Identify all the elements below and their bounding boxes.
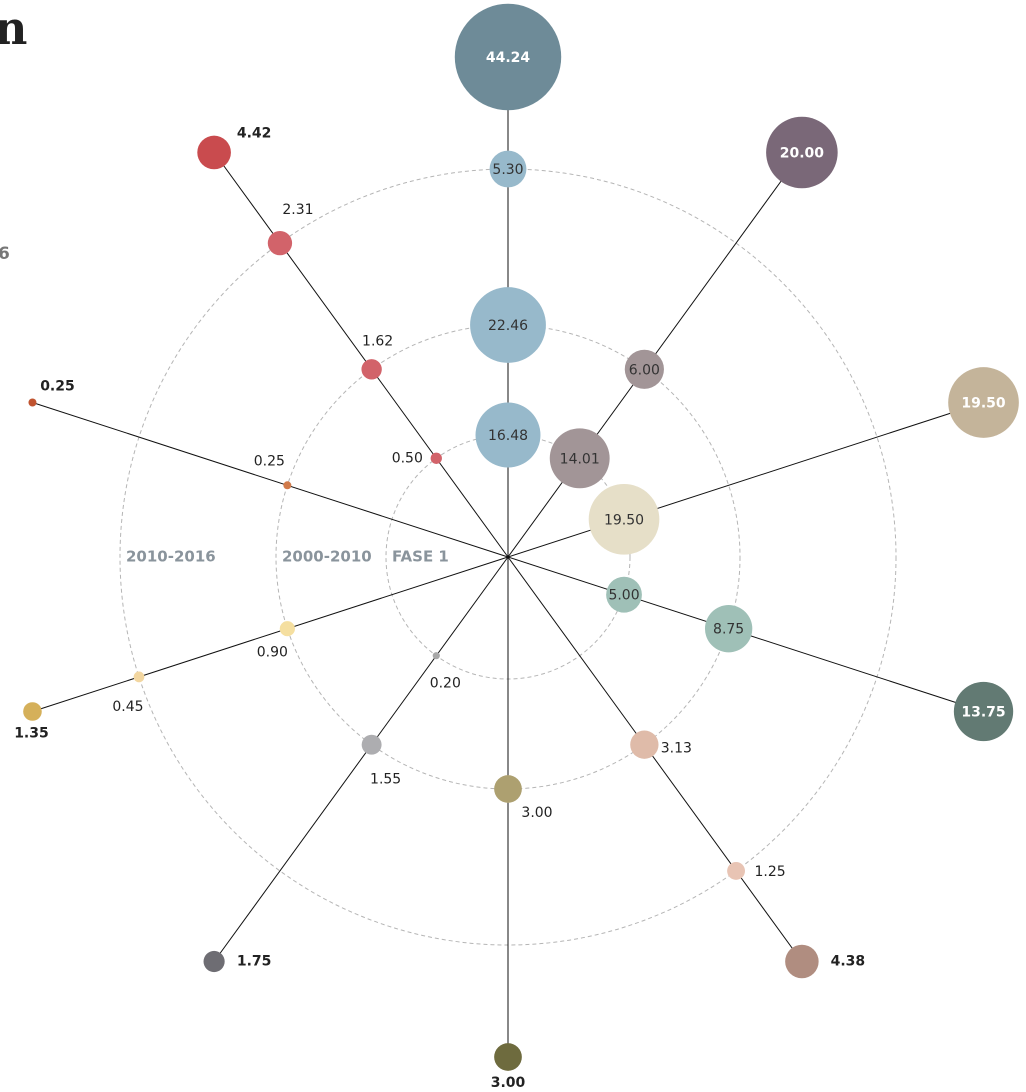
bubble xyxy=(470,287,546,363)
value-label: 3.00 xyxy=(521,805,552,821)
bubble xyxy=(624,349,664,389)
value-label: 19.50 xyxy=(604,512,644,528)
bubble xyxy=(279,621,295,637)
value-label: 1.62 xyxy=(362,333,393,349)
bubble xyxy=(133,671,145,683)
bubble xyxy=(361,734,382,755)
value-label: 3.13 xyxy=(661,741,692,757)
bubble xyxy=(606,576,642,613)
spoke xyxy=(213,556,509,962)
bubble xyxy=(948,367,1019,438)
value-label: 0.25 xyxy=(254,453,285,469)
value-label: 0.45 xyxy=(112,699,143,715)
bubble xyxy=(766,116,838,189)
value-label: 4.38 xyxy=(831,954,866,970)
value-label: 5.00 xyxy=(608,588,639,604)
value-label: 19.50 xyxy=(961,395,1006,411)
bubble xyxy=(203,950,225,973)
spoke xyxy=(32,556,509,712)
value-label: 13.75 xyxy=(961,705,1005,721)
value-label: 4.42 xyxy=(237,125,272,141)
title-fragment: n xyxy=(0,1,27,55)
bubble xyxy=(785,944,819,979)
bubble xyxy=(430,452,442,464)
bubble xyxy=(630,730,659,759)
value-label: 0.50 xyxy=(392,450,423,466)
value-label: 14.01 xyxy=(560,451,600,467)
bubble xyxy=(489,150,527,188)
spoke xyxy=(213,152,509,558)
value-label: 22.46 xyxy=(488,318,528,334)
value-label: 0.90 xyxy=(257,645,288,661)
value-label: 8.75 xyxy=(713,622,744,638)
bubble xyxy=(475,402,541,468)
value-label: 5.30 xyxy=(492,162,523,178)
bubble xyxy=(197,135,231,170)
value-label: 3.00 xyxy=(491,1075,526,1091)
value-label: 16.48 xyxy=(488,428,528,444)
value-label: 0.25 xyxy=(40,378,75,394)
spoke xyxy=(507,556,803,962)
value-label: 2.31 xyxy=(282,202,313,218)
value-label: 1.35 xyxy=(14,726,49,742)
bubble xyxy=(494,1043,522,1071)
spoke xyxy=(507,402,984,558)
bubble xyxy=(283,481,292,490)
bubble xyxy=(494,775,522,803)
spoke xyxy=(32,402,509,558)
bubble xyxy=(432,652,440,660)
bubble xyxy=(588,483,660,555)
bubble xyxy=(28,398,37,407)
bubble xyxy=(267,230,293,256)
bubble xyxy=(454,3,562,111)
ring-label: 2000-2010 xyxy=(282,548,372,566)
value-label: 6.00 xyxy=(629,362,660,378)
value-label: 0.20 xyxy=(430,676,461,692)
ring-label: 2010-2016 xyxy=(126,548,216,566)
value-label: 20.00 xyxy=(780,145,825,161)
bubble xyxy=(953,681,1014,742)
value-label: 44.24 xyxy=(486,50,531,66)
ring-label: FASE 1 xyxy=(392,548,449,566)
value-label: 1.55 xyxy=(370,772,401,788)
bubble xyxy=(727,861,746,880)
bubble xyxy=(549,428,610,489)
bubble xyxy=(704,605,753,653)
value-label: 1.75 xyxy=(237,954,272,970)
bubble xyxy=(361,359,382,380)
value-label: 1.25 xyxy=(754,864,785,880)
bubble xyxy=(23,702,42,721)
side-fragment: 6 xyxy=(0,244,10,264)
